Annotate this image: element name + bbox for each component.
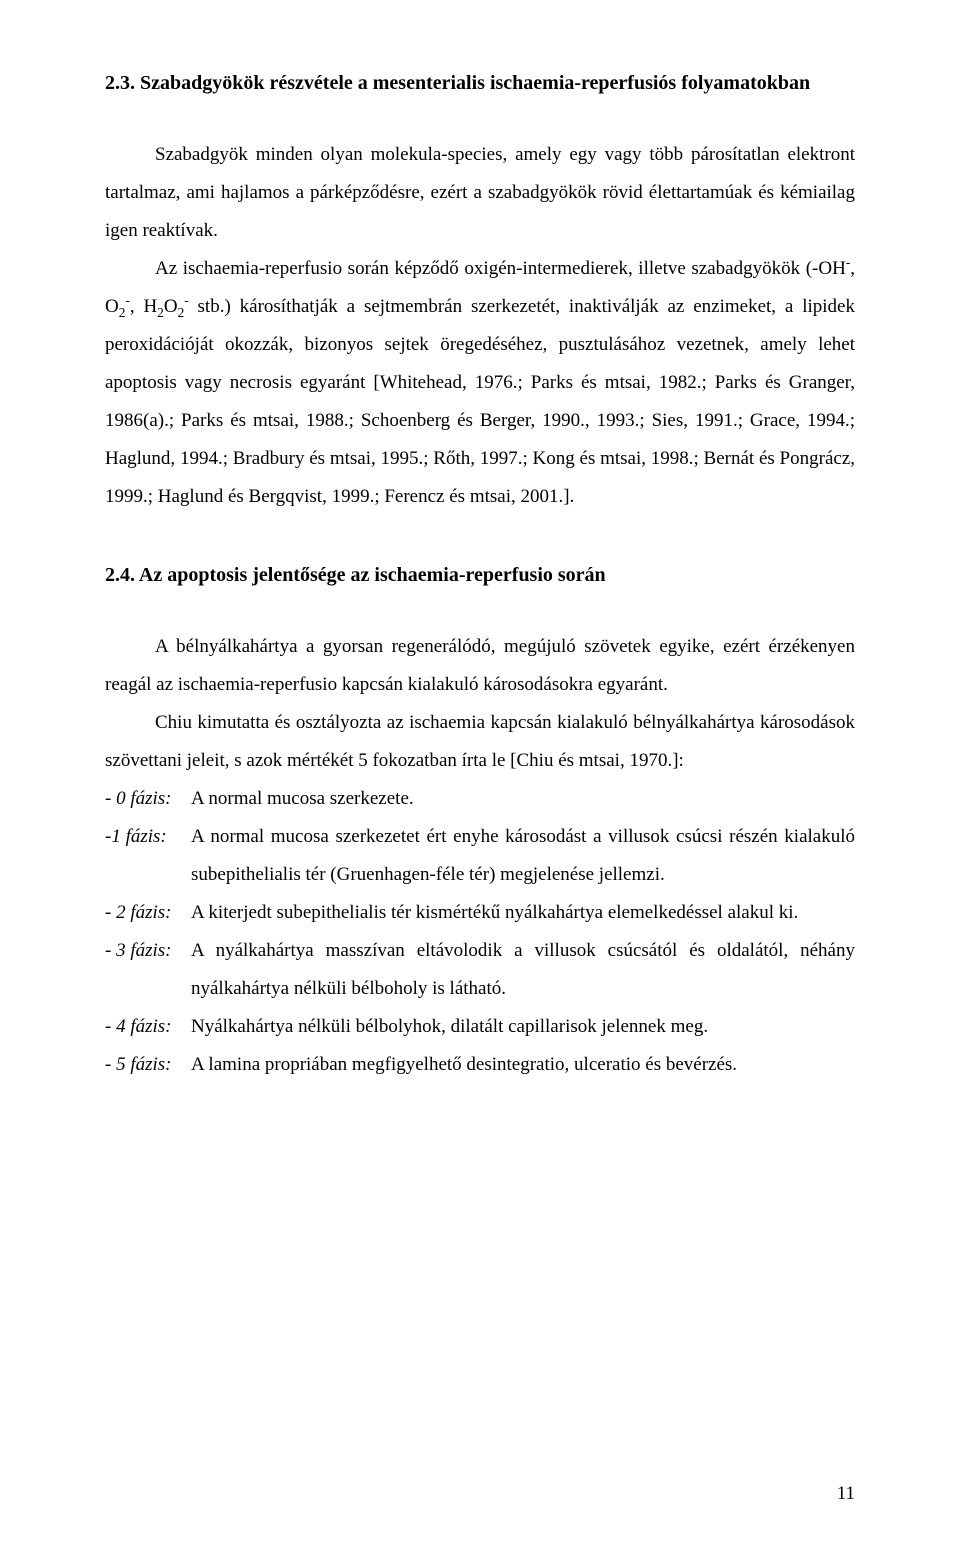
phase-text-5: A lamina propriában megfigyelhető desint… [191, 1046, 855, 1084]
phase-list: - 0 fázis: A normal mucosa szerkezete. -… [105, 780, 855, 1084]
phase-label-2: - 2 fázis: [105, 894, 191, 932]
page-number: 11 [837, 1483, 855, 1505]
phase-row-2: - 2 fázis: A kiterjedt subepithelialis t… [105, 894, 855, 932]
phase-text-3: A nyálkahártya masszívan eltávolodik a v… [191, 932, 855, 1008]
p2-part-d: O [164, 296, 178, 317]
paragraph-2-4-2: Chiu kimutatta és osztályozta az ischaem… [105, 704, 855, 780]
phase-row-5: - 5 fázis: A lamina propriában megfigyel… [105, 1046, 855, 1084]
phase-row-1: -1 fázis: A normal mucosa szerkezetet ér… [105, 818, 855, 894]
phase-label-5: - 5 fázis: [105, 1046, 191, 1084]
paragraph-2-4-1: A bélnyálkahártya a gyorsan regenerálódó… [105, 628, 855, 704]
phase-row-0: - 0 fázis: A normal mucosa szerkezete. [105, 780, 855, 818]
phase-label-3: - 3 fázis: [105, 932, 191, 970]
phase-text-4: Nyálkahártya nélküli bélbolyhok, dilatál… [191, 1008, 855, 1046]
phase-row-4: - 4 fázis: Nyálkahártya nélküli bélbolyh… [105, 1008, 855, 1046]
spacer [105, 516, 855, 560]
paragraph-2-3-1: Szabadgyök minden olyan molekula-species… [105, 136, 855, 250]
subscript-2-2: 2 [157, 305, 164, 320]
phase-label-4: - 4 fázis: [105, 1008, 191, 1046]
paragraph-2-3-2: Az ischaemia-reperfusio során képződő ox… [105, 250, 855, 516]
p2-part-c: , H [130, 296, 157, 317]
phase-label-0: - 0 fázis: [105, 780, 191, 818]
phase-label-1: -1 fázis: [105, 818, 191, 856]
p2-part-a: Az ischaemia-reperfusio során képződő ox… [155, 258, 846, 279]
phase-text-2: A kiterjedt subepithelialis tér kismérté… [191, 894, 855, 932]
phase-text-0: A normal mucosa szerkezete. [191, 780, 855, 818]
phase-row-3: - 3 fázis: A nyálkahártya masszívan eltá… [105, 932, 855, 1008]
p2-part-e: stb.) károsíthatják a sejtmembrán szerke… [105, 296, 855, 507]
page: 2.3. Szabadgyökök részvétele a mesenteri… [0, 0, 960, 1543]
section-heading-2-4: 2.4. Az apoptosis jelentősége az ischaem… [105, 560, 855, 590]
phase-text-1: A normal mucosa szerkezetet ért enyhe ká… [191, 818, 855, 894]
section-heading-2-3: 2.3. Szabadgyökök részvétele a mesenteri… [105, 68, 855, 98]
